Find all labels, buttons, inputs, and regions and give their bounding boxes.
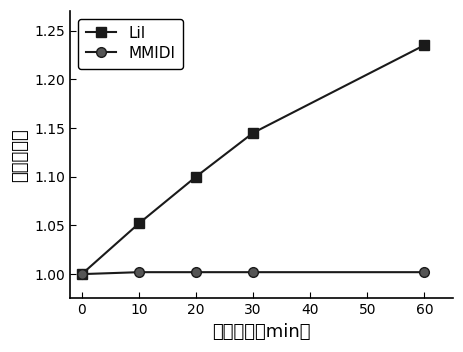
LiI — [193, 175, 198, 179]
MMIDI — [136, 270, 141, 274]
LiI — [421, 43, 426, 47]
MMIDI — [193, 270, 198, 274]
Line: MMIDI: MMIDI — [77, 267, 428, 279]
LiI — [79, 272, 84, 276]
LiI — [136, 221, 141, 226]
Y-axis label: 归一化质量: 归一化质量 — [11, 128, 29, 182]
X-axis label: 暴露时间（min）: 暴露时间（min） — [212, 323, 310, 341]
MMIDI — [421, 270, 426, 274]
Legend: LiI, MMIDI: LiI, MMIDI — [78, 19, 183, 69]
MMIDI — [250, 270, 255, 274]
Line: LiI: LiI — [77, 40, 428, 279]
LiI — [250, 131, 255, 135]
MMIDI — [79, 272, 84, 276]
